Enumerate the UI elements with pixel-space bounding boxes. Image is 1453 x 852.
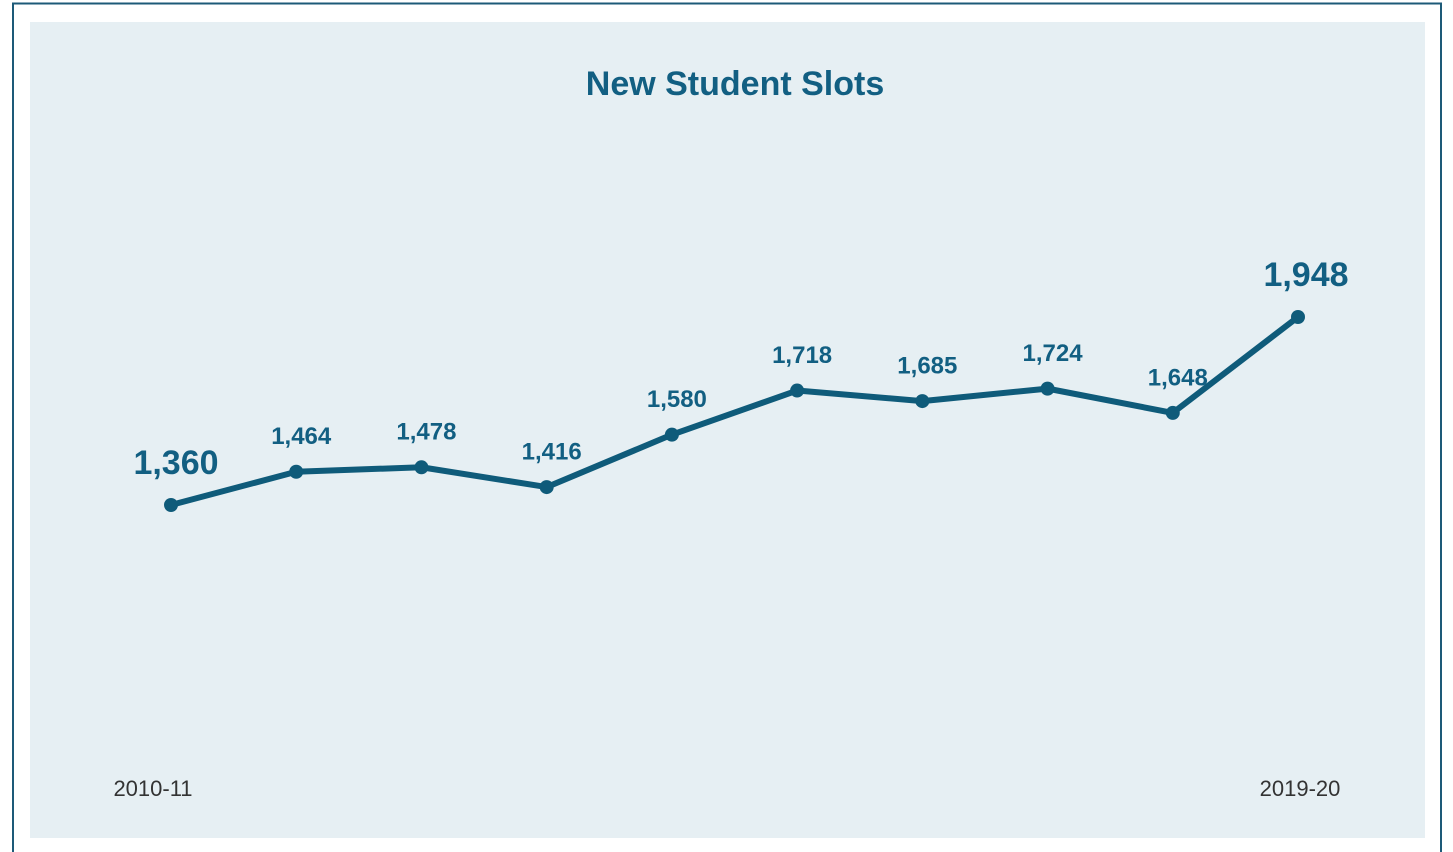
data-point xyxy=(164,498,178,512)
data-point xyxy=(790,383,805,398)
data-label: 1,464 xyxy=(271,423,332,450)
data-label: 1,718 xyxy=(772,342,832,369)
data-label: 1,648 xyxy=(1148,364,1208,391)
data-label: 1,685 xyxy=(897,352,957,379)
data-label: 1,948 xyxy=(1263,256,1348,294)
chart-title: New Student Slots xyxy=(586,65,884,103)
x-tick-label: 2010-11 xyxy=(113,776,192,801)
data-point xyxy=(1291,310,1305,324)
data-point xyxy=(664,427,679,442)
data-line xyxy=(170,314,1300,508)
data-label: 1,580 xyxy=(647,386,707,413)
x-tick-label: 2019-20 xyxy=(1260,776,1341,801)
frame xyxy=(12,2,1442,852)
data-point xyxy=(915,394,930,409)
data-label: 1,360 xyxy=(133,444,218,482)
data-label: 1,416 xyxy=(522,438,582,465)
data-point xyxy=(1040,381,1055,396)
data-label: 1,724 xyxy=(1023,340,1084,367)
panel xyxy=(30,22,1425,838)
data-label: 1,478 xyxy=(396,419,456,446)
data-point xyxy=(539,480,554,495)
data-point xyxy=(414,460,429,475)
data-point xyxy=(1165,405,1180,420)
data-point xyxy=(289,464,304,479)
